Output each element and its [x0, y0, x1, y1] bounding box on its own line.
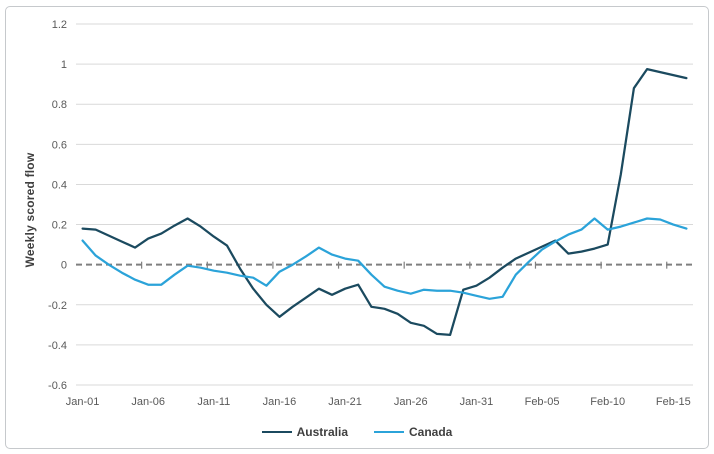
y-tick-label: 0.2 — [52, 220, 67, 232]
y-tick-label: -0.6 — [48, 380, 67, 392]
x-tick-label: Jan-16 — [263, 396, 297, 408]
y-tick-label: 0.4 — [52, 179, 67, 191]
y-tick-label: 0 — [61, 260, 67, 272]
chart-canvas: 1.2 1 0.8 0.6 0.4 0.2 0 -0.2 -0.4 -0.6 Jan-01 Jan-0… — [48, 19, 693, 408]
y-tick-label: 0.6 — [52, 139, 67, 151]
x-tick-label: Jan-21 — [328, 396, 362, 408]
legend-item-canada: Canada — [374, 425, 452, 439]
x-tick-label: Jan-06 — [131, 396, 165, 408]
x-tick-label: Jan-01 — [66, 396, 100, 408]
x-tick-label: Feb-05 — [525, 396, 560, 408]
australia-line-swatch — [261, 431, 292, 433]
x-tick-label: Jan-26 — [394, 396, 428, 408]
canada-line — [81, 217, 688, 300]
australia-line — [81, 67, 688, 337]
y-tick-label: -0.4 — [48, 340, 67, 352]
y-tick-label: 1 — [61, 59, 67, 71]
chart-figure: Weekly scored flow 1.2 1 0.8 0.6 0.4 0.2 0 -0.2… — [5, 6, 709, 449]
y-tick-label: -0.2 — [48, 300, 67, 312]
canada-line-swatch — [374, 431, 404, 433]
legend-label-australia: Australia — [296, 425, 348, 439]
legend: Australia Canada — [6, 423, 708, 441]
y-tick-label: 1.2 — [52, 19, 67, 31]
legend-label-canada: Canada — [409, 425, 453, 439]
x-tick-label: Jan-11 — [197, 396, 230, 408]
x-tick-label: Feb-15 — [656, 396, 691, 408]
x-tick-label: Jan-31 — [460, 396, 494, 408]
legend-item-australia: Australia — [261, 425, 348, 439]
y-tick-label: 0.8 — [52, 99, 67, 111]
x-tick-label: Feb-10 — [590, 396, 625, 408]
